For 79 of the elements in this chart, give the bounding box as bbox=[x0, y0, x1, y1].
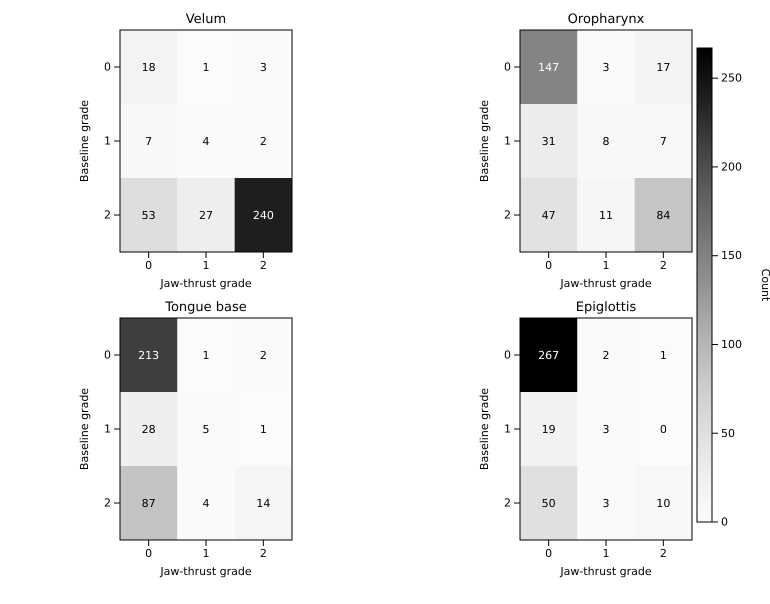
color-bar-label: 50 bbox=[721, 426, 735, 440]
data-label: 1 bbox=[660, 348, 667, 362]
color-bar-label: 100 bbox=[721, 338, 742, 351]
y-tick-label: 2 bbox=[504, 208, 511, 222]
x-tick-label: 2 bbox=[660, 258, 667, 272]
y-axis-title: Baseline grade bbox=[78, 100, 91, 182]
chart-title: Tongue base bbox=[164, 300, 247, 315]
data-label: 3 bbox=[260, 60, 267, 74]
x-axis-title: Jaw-thrust grade bbox=[559, 277, 652, 290]
data-label: 5 bbox=[202, 422, 210, 436]
data-label: 240 bbox=[252, 208, 274, 222]
x-tick-label: 0 bbox=[545, 258, 552, 272]
data-label: 1 bbox=[260, 422, 267, 436]
y-tick-label: 2 bbox=[504, 496, 511, 510]
data-label: 50 bbox=[542, 496, 556, 510]
data-label: 3 bbox=[602, 422, 610, 436]
data-label: 4 bbox=[202, 496, 210, 510]
x-tick-label: 2 bbox=[260, 258, 267, 272]
y-tick-label: 0 bbox=[104, 348, 111, 362]
data-label: 8 bbox=[602, 134, 610, 148]
color-bar-label: 250 bbox=[721, 72, 742, 85]
data-label: 17 bbox=[656, 60, 670, 74]
data-label: 14 bbox=[256, 496, 270, 510]
y-tick-label: 0 bbox=[104, 60, 111, 74]
data-label: 7 bbox=[660, 134, 667, 148]
data-label: 87 bbox=[142, 496, 156, 510]
y-axis-title: Baseline grade bbox=[78, 388, 91, 470]
data-label: 0 bbox=[660, 422, 667, 436]
data-label: 147 bbox=[538, 60, 560, 74]
x-axis-title: Jaw-thrust grade bbox=[159, 565, 252, 578]
color-bar-title: Count bbox=[759, 268, 770, 302]
data-label: 1 bbox=[202, 348, 210, 362]
color-bar-label: 0 bbox=[721, 516, 728, 529]
y-tick-label: 2 bbox=[104, 496, 111, 510]
x-tick-label: 0 bbox=[145, 546, 152, 560]
x-tick-label: 0 bbox=[145, 258, 152, 272]
y-tick-label: 1 bbox=[104, 134, 111, 148]
x-tick-label: 1 bbox=[602, 546, 610, 560]
data-label: 2 bbox=[602, 348, 610, 362]
data-label: 18 bbox=[142, 60, 156, 74]
data-label: 19 bbox=[542, 422, 556, 436]
chart-title: Velum bbox=[186, 12, 226, 27]
y-axis-title: Baseline grade bbox=[478, 388, 491, 470]
x-tick-label: 1 bbox=[202, 258, 210, 272]
data-label: 2 bbox=[260, 134, 267, 148]
y-tick-label: 1 bbox=[504, 422, 511, 436]
data-label: 3 bbox=[602, 496, 610, 510]
y-tick-label: 2 bbox=[104, 208, 111, 222]
x-axis-title: Jaw-thrust grade bbox=[559, 565, 652, 578]
y-axis-title: Baseline grade bbox=[478, 100, 491, 182]
data-label: 10 bbox=[656, 496, 670, 510]
data-label: 2 bbox=[260, 348, 267, 362]
x-tick-label: 1 bbox=[602, 258, 610, 272]
x-tick-label: 0 bbox=[545, 546, 552, 560]
data-label: 31 bbox=[542, 134, 556, 148]
x-tick-label: 2 bbox=[660, 546, 667, 560]
data-label: 7 bbox=[145, 134, 152, 148]
data-label: 11 bbox=[599, 208, 613, 222]
data-label: 267 bbox=[538, 348, 560, 362]
data-label: 28 bbox=[142, 422, 156, 436]
data-label: 84 bbox=[656, 208, 670, 222]
y-tick-label: 1 bbox=[104, 422, 111, 436]
data-label: 53 bbox=[142, 208, 156, 222]
y-tick-label: 0 bbox=[504, 348, 511, 362]
data-label: 1 bbox=[202, 60, 210, 74]
data-label: 4 bbox=[202, 134, 210, 148]
data-label: 27 bbox=[199, 208, 213, 222]
x-tick-label: 1 bbox=[202, 546, 210, 560]
chart-title: Oropharynx bbox=[568, 12, 645, 27]
x-tick-label: 2 bbox=[260, 546, 267, 560]
data-label: 213 bbox=[138, 348, 160, 362]
data-label: 3 bbox=[602, 60, 610, 74]
color-bar-label: 150 bbox=[721, 249, 742, 262]
y-tick-label: 1 bbox=[504, 134, 511, 148]
data-label: 47 bbox=[542, 208, 556, 222]
color-bar-label: 200 bbox=[721, 160, 742, 174]
x-axis-title: Jaw-thrust grade bbox=[159, 277, 252, 290]
chart-title: Epiglottis bbox=[576, 300, 636, 315]
y-tick-label: 0 bbox=[504, 60, 511, 74]
